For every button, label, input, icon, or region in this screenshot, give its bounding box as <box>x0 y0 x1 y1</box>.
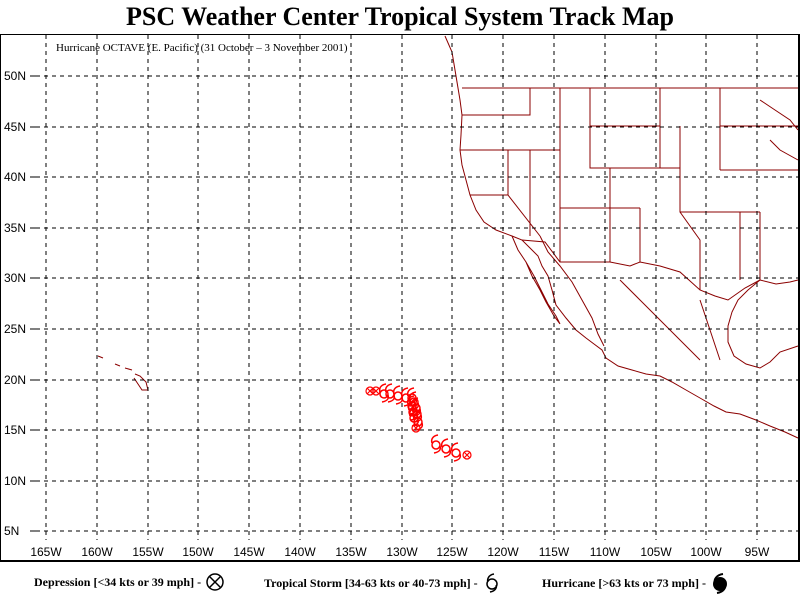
lon-label: 95W <box>745 545 770 559</box>
hurricane-icon <box>712 573 727 594</box>
lon-label: 115W <box>539 545 570 559</box>
tropical-storm-icon <box>485 573 498 593</box>
track-storm-marker <box>430 434 442 454</box>
legend-depression: Depression [<34 kts or 39 mph] - <box>34 572 225 592</box>
lat-label: 40N <box>4 170 26 184</box>
lat-label: 20N <box>4 373 26 387</box>
track-storm-marker <box>440 438 452 458</box>
grid-lines <box>30 35 798 540</box>
lon-label: 105W <box>640 545 672 559</box>
tick-labels: 50N 45N 40N 35N 30N 25N 20N 15N 10N 5N 165W 160W 155… <box>4 69 770 559</box>
track-depression-marker <box>462 450 472 460</box>
lon-label: 110W <box>590 545 621 559</box>
track-depression-marker <box>365 386 375 396</box>
lon-label: 135W <box>335 545 367 559</box>
lon-label: 160W <box>81 545 113 559</box>
page-title: PSC Weather Center Tropical System Track… <box>126 2 674 31</box>
lon-label: 130W <box>386 545 418 559</box>
lon-label: 100W <box>690 545 722 559</box>
legend-storm: Tropical Storm [34-63 kts or 40-73 mph] … <box>264 572 502 594</box>
lon-label: 150W <box>182 545 214 559</box>
legend-depression-label: Depression [<34 kts or 39 mph] - <box>34 574 202 589</box>
legend-hurricane: Hurricane [>63 kts or 73 mph] - <box>542 572 730 594</box>
map-subtitle: Hurricane OCTAVE (E. Pacific) (31 Octobe… <box>56 42 348 54</box>
legend-hurricane-label: Hurricane [>63 kts or 73 mph] - <box>542 575 706 590</box>
track-storm-marker <box>384 383 396 403</box>
legend: Depression [<34 kts or 39 mph] - Tropica… <box>0 566 800 596</box>
track-storm-marker <box>407 401 419 421</box>
lat-label: 25N <box>4 322 26 336</box>
lon-label: 165W <box>30 545 62 559</box>
storm-track <box>365 383 472 462</box>
lat-label: 30N <box>4 271 26 285</box>
lat-label: 35N <box>4 221 26 235</box>
lon-label: 155W <box>132 545 164 559</box>
legend-storm-label: Tropical Storm [34-63 kts or 40-73 mph] … <box>264 575 478 590</box>
track-storm-marker <box>408 407 420 427</box>
coastlines <box>97 35 799 439</box>
lon-label: 140W <box>284 545 316 559</box>
map-border <box>0 34 799 561</box>
track-storm-marker <box>450 442 462 462</box>
lat-label: 50N <box>4 69 26 83</box>
lat-label: 45N <box>4 120 26 134</box>
lon-label: 125W <box>436 545 468 559</box>
depression-icon <box>206 573 224 591</box>
lat-label: 10N <box>4 474 26 488</box>
lon-label: 145W <box>233 545 265 559</box>
lat-label: 5N <box>4 524 19 538</box>
lon-label: 120W <box>487 545 519 559</box>
lat-label: 15N <box>4 423 26 437</box>
